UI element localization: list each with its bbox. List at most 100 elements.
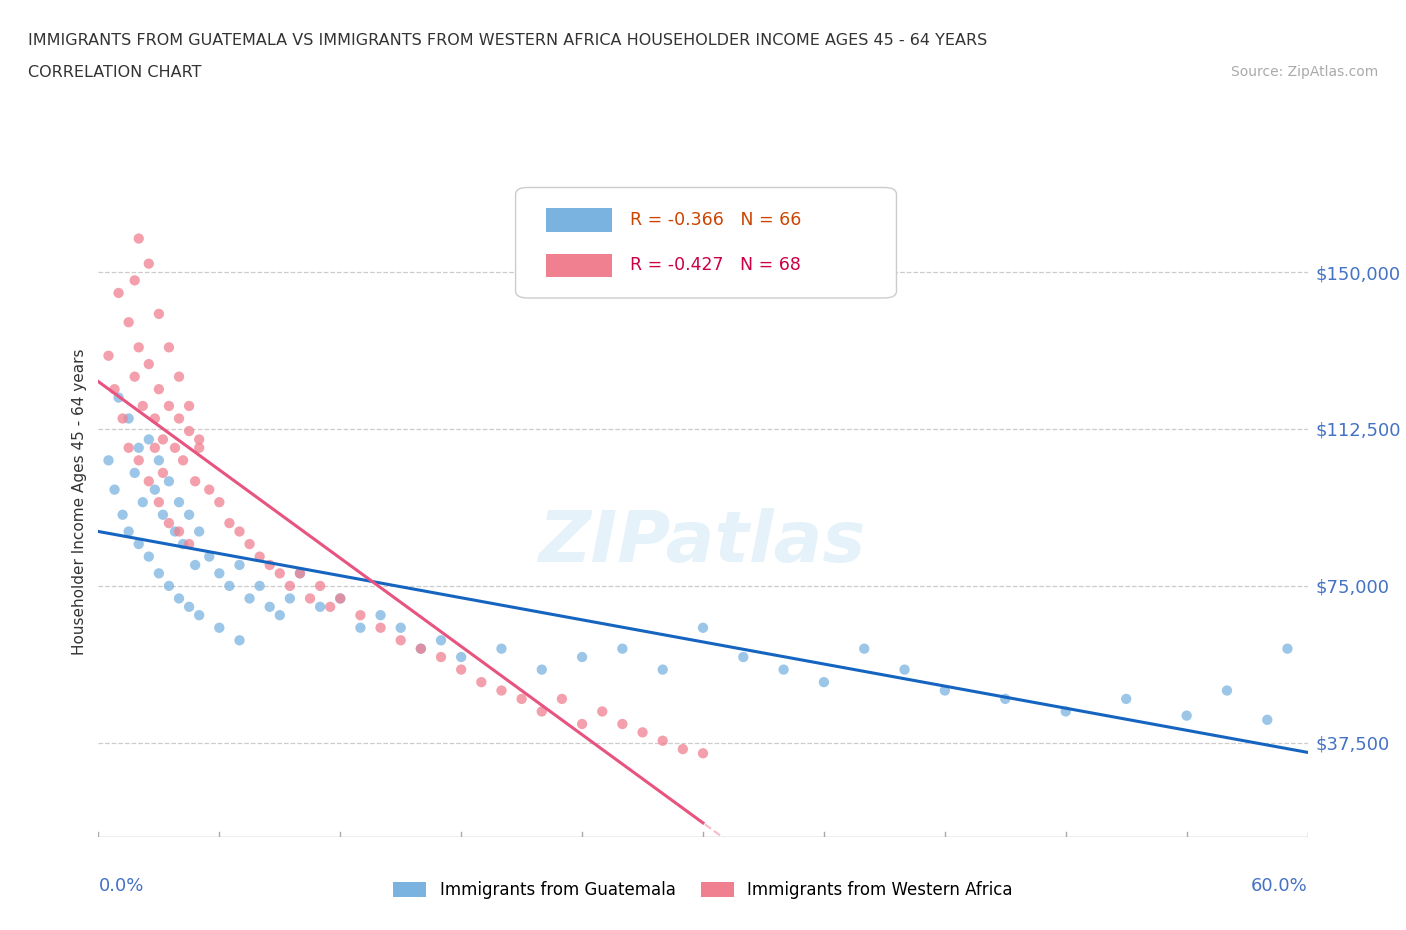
Text: CORRELATION CHART: CORRELATION CHART [28,65,201,80]
Point [148,453,170,468]
Point [208,565,231,580]
Point [128,340,150,355]
Point [167,495,190,510]
Point [132,495,155,510]
Point [269,565,291,580]
Point [571,717,593,732]
Point [107,286,129,300]
Point [299,591,322,606]
Point [124,369,146,384]
Point [148,565,170,580]
Point [184,558,207,573]
Point [551,692,574,707]
Point [612,717,634,732]
Point [612,642,634,657]
Point [239,537,262,551]
Point [430,650,453,665]
Point [1175,709,1198,724]
Point [813,675,835,690]
Point [157,578,180,593]
Point [157,340,180,355]
Point [152,432,174,447]
Point [349,620,371,635]
Point [97,349,120,364]
Legend: Immigrants from Guatemala, Immigrants from Western Africa: Immigrants from Guatemala, Immigrants fr… [387,874,1019,906]
Point [148,382,170,397]
Point [218,516,240,531]
Point [228,633,250,648]
Point [370,620,392,635]
Text: Source: ZipAtlas.com: Source: ZipAtlas.com [1230,65,1378,79]
Point [491,642,513,657]
Point [692,746,714,761]
Y-axis label: Householder Income Ages 45 - 64 years: Householder Income Ages 45 - 64 years [72,349,87,656]
Point [1115,692,1137,707]
Point [430,633,453,648]
Point [733,650,755,665]
Point [208,620,231,635]
Point [157,399,180,414]
Point [591,704,613,719]
Point [128,232,150,246]
Point [163,441,186,456]
Point [128,441,150,456]
Point [124,273,146,288]
Point [1256,712,1278,727]
Point [172,453,194,468]
Point [157,516,180,531]
Point [409,642,432,657]
Point [97,453,120,468]
Point [167,369,190,384]
Point [179,537,201,551]
Point [288,565,311,580]
Point [530,662,553,677]
Point [167,591,190,606]
Bar [546,254,613,277]
Point [138,432,160,447]
Text: IMMIGRANTS FROM GUATEMALA VS IMMIGRANTS FROM WESTERN AFRICA HOUSEHOLDER INCOME A: IMMIGRANTS FROM GUATEMALA VS IMMIGRANTS … [28,33,987,47]
Point [249,549,271,564]
Text: R = -0.366   N = 66: R = -0.366 N = 66 [630,210,801,229]
Point [118,411,141,426]
Point [672,742,695,757]
Point [893,662,915,677]
Point [651,733,673,748]
Point [179,600,201,615]
Point [188,525,211,539]
Bar [546,208,613,232]
Point [138,474,160,489]
Point [107,391,129,405]
Point [309,600,332,615]
Point [103,483,125,498]
Point [124,466,146,481]
Point [143,441,166,456]
Point [278,591,301,606]
Point [179,508,201,523]
Point [309,578,332,593]
Point [167,411,190,426]
Point [138,549,160,564]
Text: 60.0%: 60.0% [1251,877,1308,896]
Point [1054,704,1077,719]
Point [389,633,412,648]
Point [389,620,412,635]
Point [631,725,654,740]
Point [772,662,794,677]
Text: 0.0%: 0.0% [98,877,143,896]
Point [249,578,271,593]
Point [157,474,180,489]
Point [111,411,134,426]
Point [118,315,141,330]
Point [278,578,301,593]
Point [179,424,201,439]
Point [184,474,207,489]
Point [128,453,150,468]
Point [349,608,371,623]
Point [152,508,174,523]
Point [259,558,281,573]
FancyBboxPatch shape [516,188,897,298]
Point [470,675,492,690]
Point [571,650,593,665]
Point [510,692,533,707]
Point [288,565,311,580]
